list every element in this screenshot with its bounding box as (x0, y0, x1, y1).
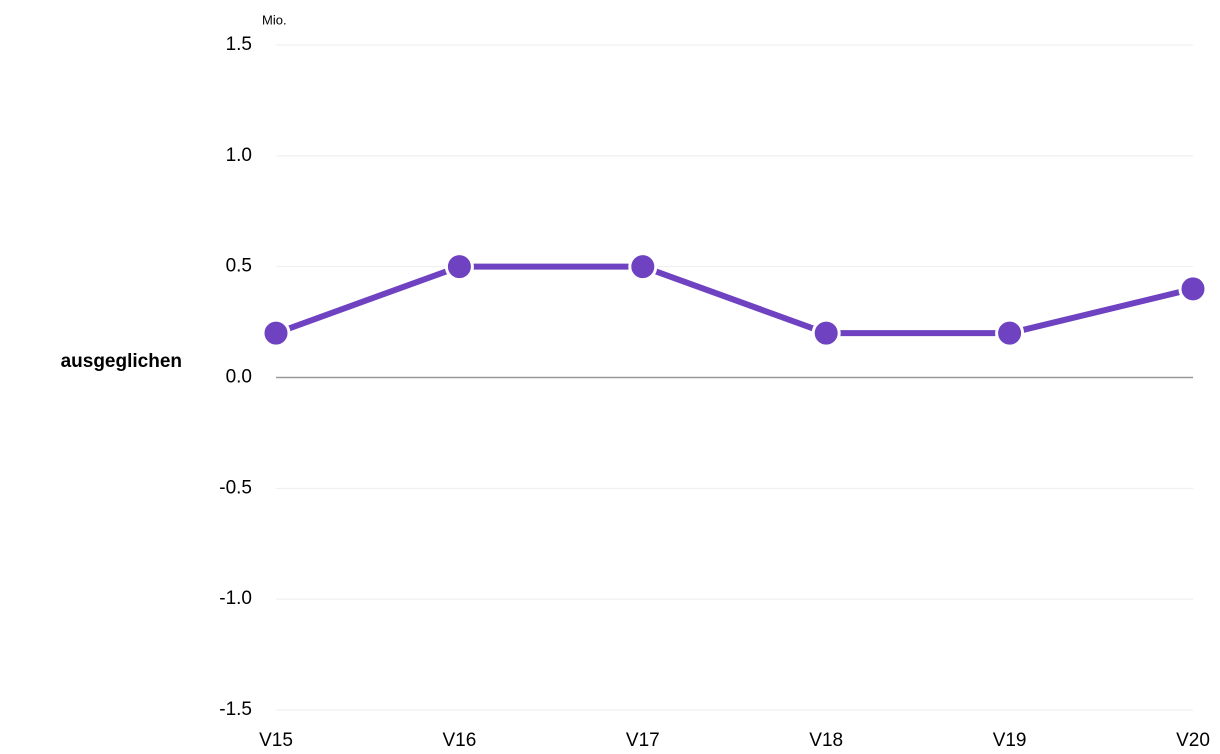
y-tick-label: 1.0 (226, 145, 252, 166)
marker (444, 252, 474, 282)
y-tick-label: -1.5 (219, 699, 252, 720)
marker (811, 318, 841, 348)
x-tick-label: V17 (626, 730, 660, 751)
y-unit: Mio. (262, 12, 287, 27)
y-tick-label: 0.5 (226, 256, 252, 277)
marker (628, 252, 658, 282)
marker (261, 318, 291, 348)
x-tick-label: V18 (809, 730, 843, 751)
x-tick-label: V15 (259, 730, 293, 751)
marker (995, 318, 1025, 348)
y-tick-label: 0.0 (226, 367, 252, 388)
y-tick-label: 1.5 (226, 34, 252, 55)
y-tick-label: -0.5 (219, 477, 252, 498)
line (274, 263, 1194, 337)
y-tick-label: -1.0 (219, 588, 252, 609)
marker (1178, 274, 1208, 304)
annotation: ausgeglichen (61, 351, 182, 372)
x-tick-label: V19 (993, 730, 1027, 751)
x-tick-label: V20 (1176, 730, 1210, 751)
x-tick-label: V16 (442, 730, 476, 751)
